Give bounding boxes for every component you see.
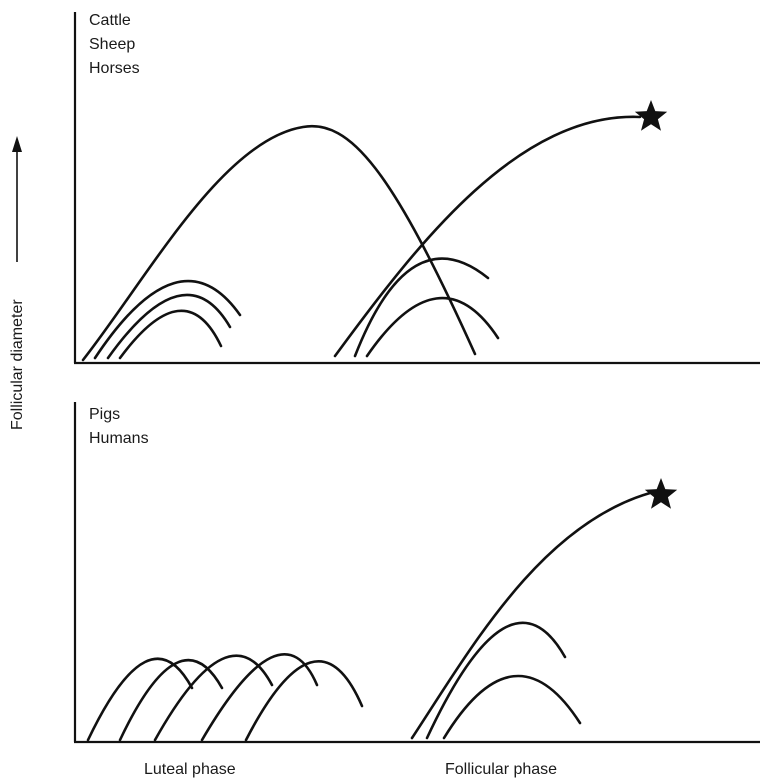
ovulatory-follicle-curve	[410, 491, 652, 740]
x-axis-label-follicular: Follicular phase	[445, 761, 557, 778]
subordinate-follicle-curve	[118, 309, 223, 360]
follicle-wave-curve	[86, 657, 194, 742]
ovulatory-follicle-curve	[333, 115, 642, 358]
subordinate-follicle-curve	[106, 293, 232, 360]
subordinate-follicle-curve	[353, 257, 490, 358]
follicle-wave-curve	[118, 658, 224, 742]
y-axis-arrow-head	[12, 136, 22, 152]
species-label: Cattle	[89, 12, 131, 29]
follicle-wave-curve	[200, 653, 319, 742]
y-axis-label: Follicular diameter	[9, 299, 26, 430]
subordinate-follicle-curve	[93, 279, 242, 360]
panel-bottom: Pigs Humans	[73, 402, 760, 744]
species-label: Pigs	[89, 406, 120, 423]
dominant-follicle-curve	[81, 124, 477, 362]
species-label: Horses	[89, 60, 140, 77]
species-label: Humans	[89, 430, 149, 447]
x-axis-label-luteal: Luteal phase	[144, 761, 236, 778]
panel-top: Cattle Sheep Horses	[73, 12, 760, 365]
species-label: Sheep	[89, 36, 135, 53]
subordinate-follicle-curve	[365, 296, 500, 358]
follicle-wave-curve	[244, 660, 364, 742]
y-axis-label-group: Follicular diameter	[9, 136, 26, 430]
subordinate-follicle-curve	[425, 621, 567, 740]
subordinate-follicle-curve	[442, 674, 582, 740]
ovulation-star-icon	[634, 100, 668, 131]
follicle-wave-curve	[153, 654, 274, 742]
ovulation-star-icon	[644, 478, 678, 509]
